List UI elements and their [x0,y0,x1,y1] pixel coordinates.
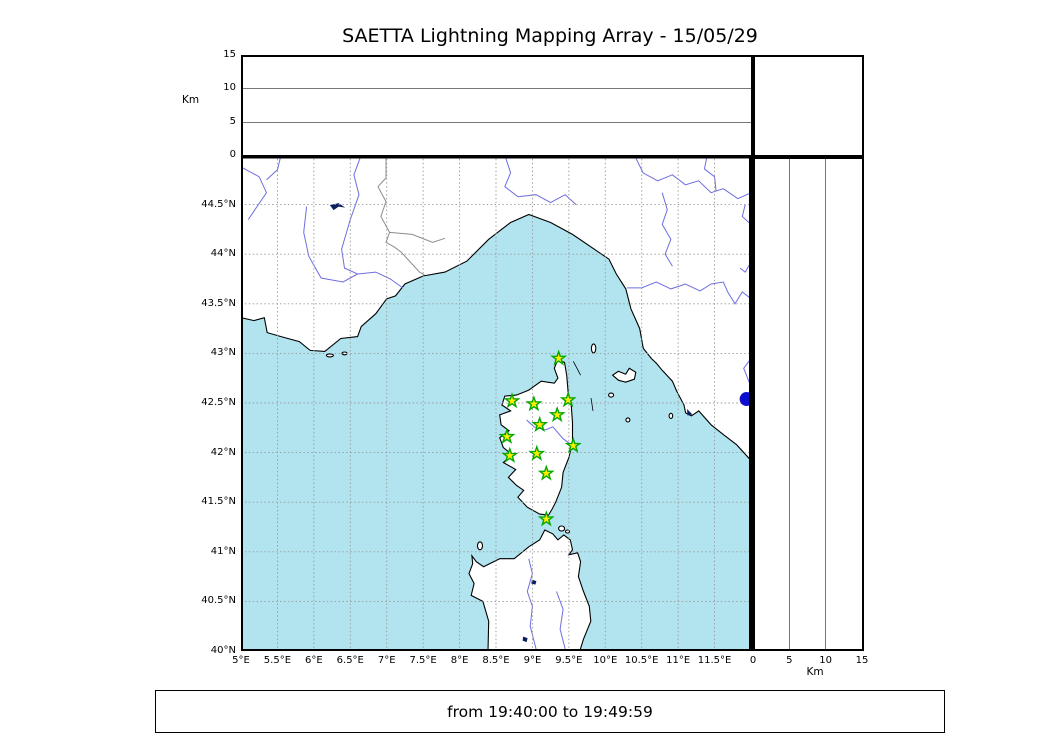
sea-feature-line [590,397,594,412]
altitude-gridline-5km [788,159,790,649]
river-line [526,419,572,446]
lma-station-marker [501,446,519,463]
lma-station-marker [525,395,543,412]
river-line [526,558,537,650]
lma-station-marker [528,444,546,461]
river-layer [241,155,751,650]
lat-tick-label: 40°N [210,645,236,656]
altitude-tick-label-top: 0 [229,149,236,160]
lat-tick-label: 41.5°N [201,496,236,508]
country-border-layer [377,155,446,276]
river-line [661,192,673,267]
lake-layer [329,203,693,643]
lat-tick-label: 44.5°N [201,198,236,210]
lma-station-marker [548,405,566,423]
lat-tick-label: 43.5°N [201,297,236,309]
elba-island [611,367,637,383]
lma-station-marker [564,436,582,453]
lon-tick-label: 8°E [450,655,469,666]
lat-tick-label: 40.5°N [201,595,236,607]
figure-title: SAETTA Lightning Mapping Array - 15/05/2… [342,25,758,47]
map-right-border [749,155,751,651]
lma-station-marker [503,392,521,409]
lat-tick-label: 42°N [210,446,236,458]
giglio-island [668,412,674,420]
river-line [266,155,282,181]
map-bottom-border [241,649,751,651]
coastal-lagoon [687,409,693,416]
river-line [633,155,751,200]
river-line [741,204,751,225]
lma-station-marker [498,427,516,444]
altitude-axis-label-right: Km [806,666,824,678]
lat-tick-label: 41°N [210,545,236,557]
river-line [703,155,717,191]
altitude-axis-label-top: Km [182,94,200,106]
time-window-text: from 19:40:00 to 19:49:59 [447,702,653,721]
montecristo-island [625,417,631,423]
hyeres-islet [325,353,334,358]
asinara-island [476,541,484,551]
river-line [341,155,404,289]
lon-tick-label: 9.5°E [555,655,583,666]
lon-tick-label: 10°E [593,655,618,666]
region-border-line [389,231,446,243]
lon-tick-label: 11.5°E [697,655,732,666]
map-panel [241,155,751,651]
river-line [627,281,751,305]
altitude-tick-label-right: 10 [819,655,833,666]
histogram-panel [751,55,864,155]
altitude-gridline-5km [243,121,751,123]
altitude-gridline-10km [825,159,827,649]
lma-station-marker [550,349,568,366]
grid-layer [241,155,751,651]
sardinia-coastline [468,529,592,651]
lon-tick-label: 7.5°E [409,655,437,666]
river-line [556,591,566,650]
france-italy-coastline [241,155,751,462]
altitude-tick-label-right: 15 [855,655,869,666]
time-window-box: from 19:40:00 to 19:49:59 [155,690,945,733]
lma-station-marker [559,391,577,408]
lon-tick-label: 7°E [377,655,396,666]
marker-layer [498,349,751,527]
altitude-tick-label-right: 5 [786,655,793,666]
maddalena-island [558,525,566,532]
altitude-tick-label-right: 0 [749,655,757,666]
altitude-longitude-panel [241,55,751,155]
map-top-border [241,155,751,159]
country-border-line [377,155,425,276]
lon-tick-label: 6.5°E [336,655,364,666]
lat-tick-label: 43°N [210,347,236,359]
lon-tick-label: 9°E [523,655,542,666]
river-line [241,166,268,220]
lat-tick-label: 44°N [210,248,236,260]
lon-tick-label: 5.5°E [263,655,292,666]
altitude-latitude-panel [751,155,864,651]
capraia-island [590,343,597,354]
sea-feature-line [572,361,581,376]
lon-tick-label: 5°E [232,655,250,666]
altitude-tick-label-top: 10 [223,82,236,94]
alpine-lake [329,203,346,211]
lon-tick-label: 8.5°E [482,655,510,666]
lat-tick-label: 42.5°N [201,397,236,408]
lon-tick-label: 6°E [305,655,323,666]
lma-station-marker [537,464,555,481]
lon-tick-label: 10.5°E [624,655,659,666]
map-left-border [241,155,243,651]
river-line [303,206,358,283]
altitude-tick-label-top: 15 [223,49,236,60]
river-line [504,155,577,205]
lma-station-marker [537,510,555,527]
lma-station-marker [531,415,549,433]
altitude-tick-label-top: 5 [229,115,236,127]
altitude-gridline-10km [243,88,751,90]
sardinia-lake [522,636,528,643]
vhf-source-dot [739,392,751,407]
pianosa-island [608,392,615,398]
lon-tick-label: 11°E [666,655,691,666]
